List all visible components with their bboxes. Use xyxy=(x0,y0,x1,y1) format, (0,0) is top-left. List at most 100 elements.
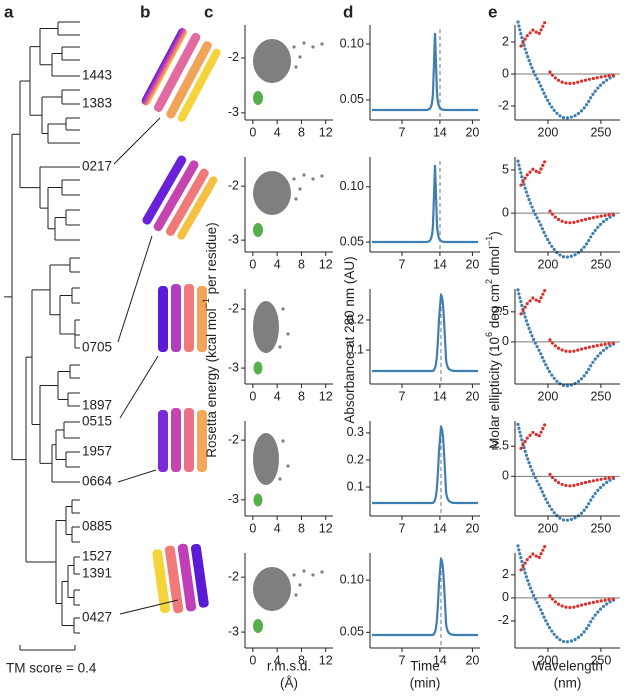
cd-spectrum xyxy=(516,20,616,120)
cd-spectrum xyxy=(516,159,616,259)
y-axis-label-part: Molar ellipticity (10 xyxy=(487,337,502,449)
x-axis-label: (Å) xyxy=(280,676,298,691)
y-axis-label-part: Rosetta energy (kcal mol xyxy=(204,308,219,457)
x-tick-label: 14 xyxy=(433,125,447,139)
y-tick-label: 5 xyxy=(502,162,509,176)
x-tick-label: 8 xyxy=(298,125,305,139)
x-axis-label: (min) xyxy=(410,676,441,691)
y-tick-label: 0.3 xyxy=(347,425,364,439)
leaf-label: 0885 xyxy=(82,519,112,534)
x-tick-label: 4 xyxy=(274,521,281,535)
x-tick-label: 20 xyxy=(465,521,479,535)
sec-trace xyxy=(370,293,480,373)
x-tick-label: 250 xyxy=(590,653,611,667)
y-tick-label: 0 xyxy=(502,469,509,483)
x-tick-label: 14 xyxy=(433,257,447,271)
x-tick-label: 200 xyxy=(538,653,559,667)
x-tick-label: 250 xyxy=(590,521,611,535)
x-tick-label: 7 xyxy=(398,389,405,403)
x-tick-label: 4 xyxy=(274,257,281,271)
cd-spectrum xyxy=(516,544,616,644)
y-tick-label: -3 xyxy=(228,624,239,638)
leaf-label: 1897 xyxy=(82,398,112,413)
y-axis-label-sup: 2 xyxy=(484,279,494,284)
y-axis-label-part: per residue) xyxy=(204,222,219,298)
panel-label: c xyxy=(204,2,213,21)
scatter-cloud xyxy=(253,171,324,237)
leaf-label: 1391 xyxy=(82,566,112,581)
x-tick-label: 7 xyxy=(398,257,405,271)
x-axis-label: r.m.s.d. xyxy=(267,659,311,674)
y-tick-label: 0.10 xyxy=(340,572,364,586)
x-tick-label: 8 xyxy=(298,521,305,535)
y-tick-label: -3 xyxy=(228,360,239,374)
scatter-cloud xyxy=(253,39,324,105)
y-tick-label: -3 xyxy=(228,232,239,246)
leaf-label: 1527 xyxy=(82,549,112,564)
y-tick-label: 0.2 xyxy=(347,452,364,466)
x-tick-label: 20 xyxy=(465,653,479,667)
y-tick-label: -2 xyxy=(228,50,239,64)
x-tick-label: 20 xyxy=(465,257,479,271)
x-tick-label: 12 xyxy=(319,521,333,535)
panel-label: d xyxy=(343,2,353,21)
y-tick-label: -2 xyxy=(498,98,509,112)
sec-trace xyxy=(370,163,480,244)
y-tick-label: 2.5 xyxy=(492,304,509,318)
y-tick-label: -2 xyxy=(228,432,239,446)
x-tick-label: 12 xyxy=(319,257,333,271)
y-tick-label: -2 xyxy=(228,569,239,583)
y-tick-label: 0.1 xyxy=(347,479,364,493)
x-tick-label: 250 xyxy=(590,257,611,271)
x-tick-label: 14 xyxy=(433,389,447,403)
tree-branches xyxy=(4,21,80,634)
plot-contents xyxy=(253,20,620,648)
scale-bar: TM score = 0.4 xyxy=(6,645,97,676)
x-axis-label: Time xyxy=(410,659,440,674)
y-tick-label: -2 xyxy=(228,178,239,192)
leaf-label: 0217 xyxy=(82,159,112,174)
leaf-label: 1957 xyxy=(82,444,112,459)
y-axis-label-part: Absorbance at 280 nm (AU) xyxy=(342,256,357,423)
y-tick-label: 0 xyxy=(502,590,509,604)
x-tick-label: 250 xyxy=(590,389,611,403)
panel-label: e xyxy=(488,2,497,21)
x-tick-label: 4 xyxy=(274,653,281,667)
x-tick-label: 0 xyxy=(249,125,256,139)
y-tick-label: 0.10 xyxy=(340,36,364,50)
y-axis-label-part: deg cm xyxy=(487,284,502,332)
panel-label: a xyxy=(4,2,14,21)
y-axis-label-sup: −1 xyxy=(484,236,494,246)
x-tick-label: 14 xyxy=(433,653,447,667)
structures xyxy=(113,28,221,615)
x-tick-label: 0 xyxy=(249,653,256,667)
y-axis-label: Molar ellipticity (106 deg cm2 dmol−1) xyxy=(484,231,501,449)
x-tick-label: 8 xyxy=(298,389,305,403)
scatter-cloud xyxy=(253,301,290,375)
leaf-label: 1443 xyxy=(82,68,112,83)
sec-trace xyxy=(370,31,480,112)
x-tick-label: 0 xyxy=(249,389,256,403)
sec-trace xyxy=(370,425,480,505)
x-axis-label: Wavelength xyxy=(532,659,603,674)
x-tick-label: 20 xyxy=(465,125,479,139)
x-tick-label: 14 xyxy=(433,521,447,535)
cd-spectrum xyxy=(516,422,616,522)
y-tick-label: -2 xyxy=(228,301,239,315)
x-axis-label: (nm) xyxy=(554,676,582,691)
cd-spectrum xyxy=(516,288,616,388)
x-tick-label: 4 xyxy=(274,389,281,403)
y-tick-label: 2 xyxy=(502,34,509,48)
x-tick-label: 4 xyxy=(274,125,281,139)
y-tick-label: 0 xyxy=(502,66,509,80)
y-tick-label: 2.5 xyxy=(492,439,509,453)
y-axis-label-part: dmol xyxy=(487,246,502,279)
x-tick-label: 200 xyxy=(538,125,559,139)
x-tick-label: 7 xyxy=(398,653,405,667)
y-tick-label: 0.05 xyxy=(340,625,364,639)
x-tick-label: 12 xyxy=(319,125,333,139)
y-tick-label: 0.05 xyxy=(340,234,364,248)
x-tick-label: 8 xyxy=(298,653,305,667)
y-tick-label: -2 xyxy=(498,613,509,627)
